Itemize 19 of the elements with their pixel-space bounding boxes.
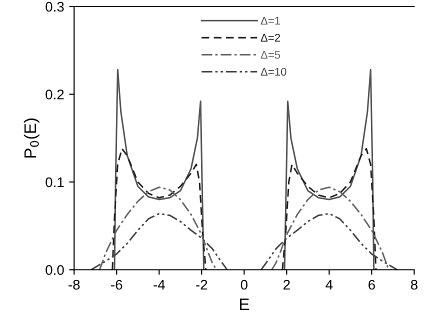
y-axis-title: P$_{0}$(E) — [24, 118, 40, 158]
y-tick-label: 0.1 — [46, 177, 64, 188]
x-tick-label: 8 — [410, 280, 418, 290]
y-tick-label: 0.3 — [46, 2, 64, 12]
y-tick-label: 0.0 — [46, 265, 64, 275]
x-axis-title: E — [240, 298, 249, 310]
text: Δ=10 — [260, 68, 286, 76]
x-tick-label: 0 — [240, 280, 248, 290]
text: Δ=5 — [260, 50, 280, 59]
x-tick-label: 6 — [368, 280, 375, 290]
text: Δ=2 — [260, 34, 280, 42]
x-tick-label: 2 — [284, 280, 290, 290]
y-tick-label: 0.2 — [46, 90, 64, 100]
x-tick-label: -6 — [111, 280, 122, 290]
x-tick-label: -2 — [196, 280, 208, 290]
x-tick-label: 4 — [326, 280, 333, 290]
x-tick-label: -4 — [154, 280, 165, 290]
text: Δ=1 — [260, 16, 280, 25]
x-tick-label: -8 — [68, 280, 80, 290]
